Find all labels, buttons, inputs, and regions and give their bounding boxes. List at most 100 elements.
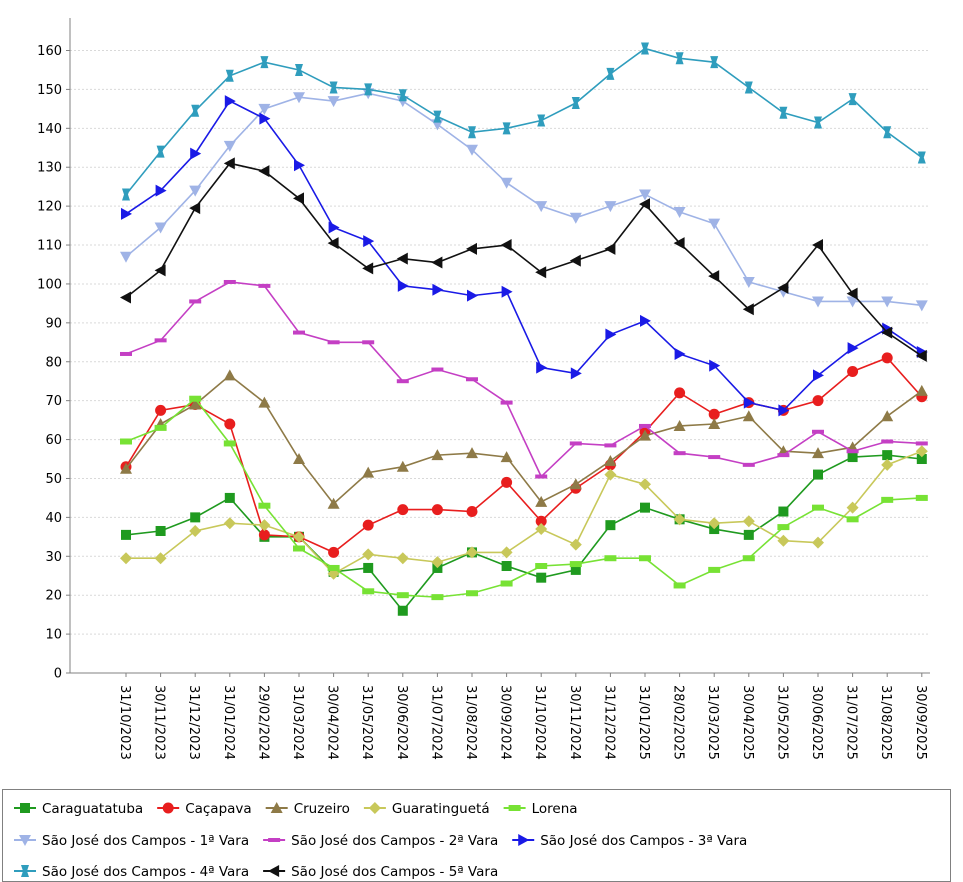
data-point (915, 445, 928, 458)
data-point (847, 365, 859, 377)
data-point (294, 159, 305, 172)
data-point (362, 340, 375, 345)
data-point (812, 296, 824, 308)
data-point (223, 517, 236, 530)
data-point (189, 524, 202, 537)
data-point (293, 453, 305, 465)
data-point (362, 588, 375, 595)
data-point (122, 188, 130, 201)
data-point (708, 418, 721, 429)
data-point (258, 165, 270, 178)
y-tick-label: 160 (37, 44, 62, 59)
data-point (812, 504, 824, 511)
series-line (125, 397, 922, 598)
legend-swatch-marker (21, 865, 29, 877)
data-point (189, 202, 201, 215)
series-6 (120, 88, 928, 312)
data-point (710, 56, 719, 69)
data-point (709, 359, 721, 372)
data-point (190, 512, 201, 523)
legend-label: Lorena (532, 801, 578, 817)
data-point (640, 502, 650, 513)
data-point (881, 326, 893, 339)
data-point (777, 281, 789, 294)
y-tick-label: 120 (37, 200, 62, 215)
data-point (190, 147, 202, 160)
data-point (917, 151, 926, 164)
series-9 (122, 42, 926, 201)
data-point (327, 497, 340, 509)
series-line (125, 162, 923, 357)
data-point (258, 529, 270, 541)
data-point (708, 270, 720, 283)
data-point (571, 97, 580, 110)
data-point (189, 185, 202, 197)
data-point (120, 462, 132, 474)
data-point (224, 418, 236, 430)
data-point (466, 377, 478, 382)
data-point (120, 291, 131, 304)
legend-item: São José dos Campos - 5ª Vara (263, 864, 498, 880)
data-point (501, 561, 512, 572)
data-point (466, 546, 478, 559)
data-point (535, 515, 547, 527)
y-tick-label: 0 (54, 667, 62, 682)
y-tick-label: 70 (45, 394, 62, 409)
data-point (362, 548, 375, 561)
data-point (293, 330, 305, 335)
data-point (881, 458, 894, 471)
data-point (431, 367, 444, 372)
data-point (846, 287, 858, 300)
x-tick-label: 31/12/2024 (601, 685, 616, 760)
data-point (431, 594, 444, 601)
data-point (847, 452, 858, 463)
data-point (778, 404, 790, 417)
data-point (397, 279, 409, 292)
series-line (125, 356, 923, 554)
data-point (396, 252, 408, 265)
data-point (916, 454, 927, 465)
data-point (120, 552, 132, 565)
x-tick-label: 30/11/2023 (152, 685, 167, 760)
data-point (432, 283, 444, 296)
data-point (535, 266, 547, 279)
data-point (189, 398, 202, 410)
data-point (673, 513, 686, 526)
data-point (500, 451, 513, 463)
data-point (847, 342, 859, 355)
y-tick-label: 130 (37, 161, 62, 176)
data-point (570, 367, 582, 380)
data-point (569, 212, 582, 224)
legend-item: São José dos Campos - 4ª Vara (14, 864, 249, 880)
data-point (673, 419, 686, 431)
data-point (224, 492, 235, 503)
legend-swatch-marker (368, 802, 381, 814)
data-point (328, 221, 340, 234)
data-point (915, 349, 927, 362)
data-point (708, 218, 721, 230)
x-tick-label: 31/05/2024 (359, 685, 374, 760)
data-point (812, 239, 823, 252)
data-point (258, 103, 271, 115)
series-layer (120, 42, 928, 616)
data-point (569, 254, 581, 267)
y-tick-label: 140 (37, 122, 62, 137)
legend-item: São José dos Campos - 2ª Vara (263, 833, 498, 849)
data-point (742, 410, 755, 422)
data-point (223, 279, 236, 284)
data-point (396, 379, 409, 384)
data-point (604, 468, 617, 481)
data-point (743, 529, 754, 540)
x-tick-label: 29/02/2024 (255, 685, 270, 760)
data-point (535, 201, 548, 213)
data-point (742, 462, 755, 467)
data-point (535, 495, 548, 507)
data-point (882, 450, 893, 461)
data-point (293, 530, 305, 543)
data-point (604, 242, 616, 255)
data-point (398, 89, 407, 102)
x-tick-label: 31/08/2025 (878, 685, 893, 760)
data-point (154, 264, 166, 277)
data-point (604, 201, 617, 213)
